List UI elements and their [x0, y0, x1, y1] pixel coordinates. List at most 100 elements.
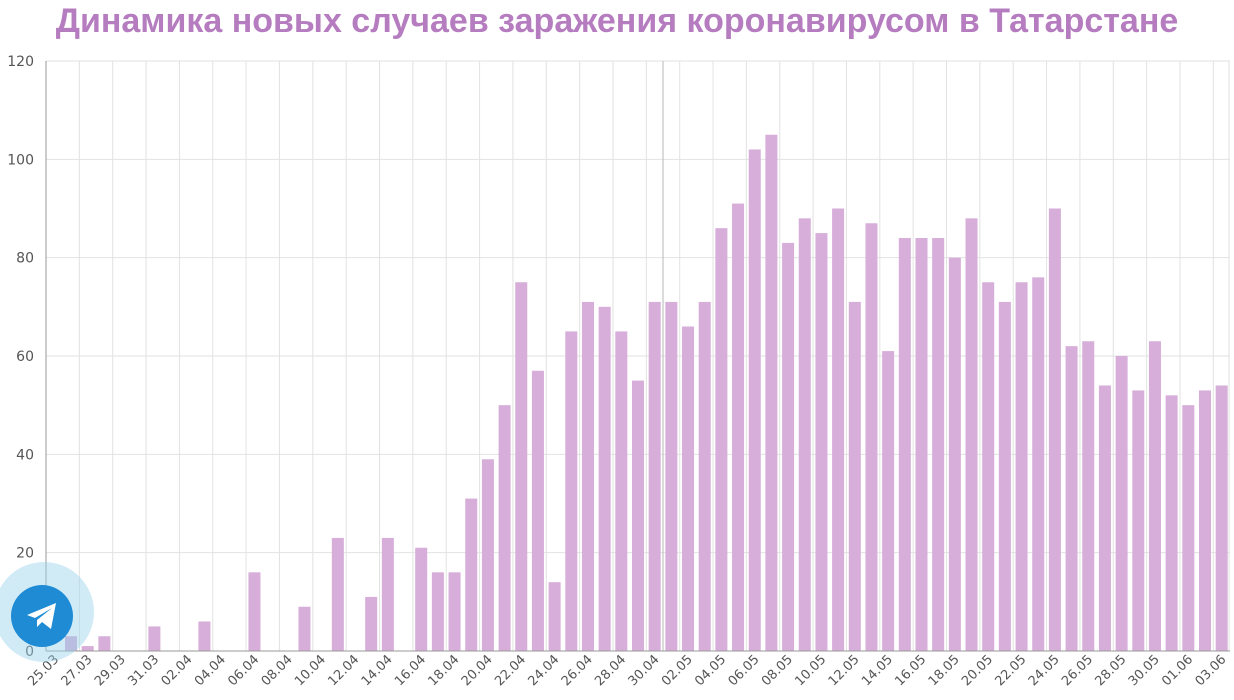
bar-21.04 [498, 405, 511, 651]
bar-23.04 [531, 370, 544, 651]
y-axis-ticks: 0 20 40 60 80 100 120 [7, 54, 34, 660]
bar-26.04 [581, 301, 594, 651]
bar-20.04 [481, 459, 494, 651]
bar-28.03 [98, 636, 111, 651]
bar-08.05 [782, 242, 795, 651]
bar-21.05 [998, 301, 1011, 651]
telegram-button-circle[interactable] [11, 585, 73, 647]
bar-10.05 [815, 233, 828, 652]
x-tick-label: 18.05 [926, 652, 963, 689]
bar-18.04 [448, 572, 461, 651]
bar-16.04 [415, 547, 428, 651]
chart-title: Динамика новых случаев заражения коронав… [55, 2, 1179, 40]
bar-25.04 [565, 331, 578, 651]
x-tick-label: 26.04 [559, 652, 596, 689]
bar-06.04 [248, 572, 261, 651]
bar-02.05 [682, 326, 695, 651]
x-tick-label: 04.04 [192, 652, 229, 689]
bar-27.04 [598, 306, 611, 651]
bar-31.05 [1165, 395, 1178, 651]
x-tick-label: 02.04 [159, 652, 196, 689]
bar-19.04 [465, 498, 478, 651]
bar-18.05 [948, 257, 961, 651]
y-tick-label: 0 [25, 644, 34, 660]
bar-11.04 [331, 537, 344, 651]
axes [45, 61, 1230, 652]
x-tick-label: 01.06 [1159, 652, 1196, 689]
x-tick-label: 30.04 [626, 652, 663, 689]
x-tick-label: 22.05 [992, 652, 1029, 689]
x-tick-label: 16.05 [892, 652, 929, 689]
bar-29.05 [1132, 390, 1145, 651]
bar-24.04 [548, 582, 561, 651]
x-tick-label: 22.04 [492, 652, 529, 689]
x-tick-label: 02.05 [659, 652, 696, 689]
bar-28.04 [615, 331, 628, 651]
x-tick-label: 29.03 [92, 652, 129, 689]
bar-14.05 [882, 351, 895, 651]
bar-09.04 [298, 606, 311, 651]
bar-26.05 [1082, 341, 1095, 651]
bar-05.05 [732, 203, 745, 652]
x-tick-label: 06.05 [726, 652, 763, 689]
x-tick-label: 14.04 [359, 652, 396, 689]
bar-03.04 [198, 621, 211, 651]
bars [65, 134, 1228, 652]
bar-24.05 [1048, 208, 1061, 651]
bar-13.05 [865, 223, 878, 651]
x-tick-label: 12.05 [826, 652, 863, 689]
y-tick-label: 80 [16, 251, 34, 267]
x-tick-label: 16.04 [392, 652, 429, 689]
bar-17.05 [932, 238, 945, 651]
bar-03.05 [698, 301, 711, 651]
bar-01.05 [665, 301, 678, 651]
x-tick-label: 30.05 [1126, 652, 1163, 689]
x-tick-label: 20.04 [459, 652, 496, 689]
bar-04.05 [715, 228, 728, 651]
x-tick-label: 18.04 [425, 652, 462, 689]
bar-25.05 [1065, 346, 1078, 651]
x-tick-label: 08.04 [259, 652, 296, 689]
bar-01.06 [1182, 405, 1195, 651]
bar-12.05 [848, 301, 861, 651]
x-tick-label: 28.05 [1093, 652, 1130, 689]
x-tick-label: 03.06 [1193, 652, 1230, 689]
bar-27.05 [1098, 385, 1111, 651]
x-tick-label: 10.04 [292, 652, 329, 689]
bar-28.05 [1115, 356, 1128, 651]
bar-07.05 [765, 134, 778, 651]
bar-20.05 [982, 282, 995, 651]
y-tick-label: 60 [16, 349, 34, 365]
telegram-icon [27, 603, 56, 629]
y-tick-label: 20 [16, 546, 34, 562]
bar-31.03 [148, 626, 161, 651]
bar-09.05 [798, 218, 811, 652]
bar-03.06 [1215, 385, 1228, 651]
x-tick-label: 31.03 [125, 652, 162, 689]
x-tick-label: 24.04 [526, 652, 563, 689]
bar-30.05 [1148, 341, 1161, 651]
x-tick-label: 08.05 [759, 652, 796, 689]
y-tick-label: 100 [7, 152, 34, 168]
bar-17.04 [431, 572, 444, 651]
x-tick-label: 10.05 [792, 652, 829, 689]
grid-lines [45, 60, 1230, 652]
x-tick-label: 28.04 [592, 652, 629, 689]
bar-22.05 [1015, 282, 1028, 651]
bar-02.06 [1198, 390, 1211, 651]
x-tick-label: 20.05 [959, 652, 996, 689]
bar-26.03 [65, 636, 78, 651]
bar-15.05 [898, 238, 911, 651]
bar-27.03 [81, 646, 94, 651]
x-axis-ticks: 25.0327.0329.0331.0302.0404.0406.0408.04… [25, 652, 1229, 689]
x-tick-label: 12.04 [325, 652, 362, 689]
bar-16.05 [915, 238, 928, 651]
bar-11.05 [832, 208, 845, 651]
y-tick-label: 120 [7, 54, 34, 70]
x-tick-label: 06.04 [225, 652, 262, 689]
telegram-share-button[interactable] [0, 562, 94, 662]
bar-29.04 [631, 380, 645, 651]
bar-22.04 [515, 282, 528, 651]
y-tick-label: 40 [16, 447, 34, 463]
bar-23.05 [1032, 277, 1045, 651]
